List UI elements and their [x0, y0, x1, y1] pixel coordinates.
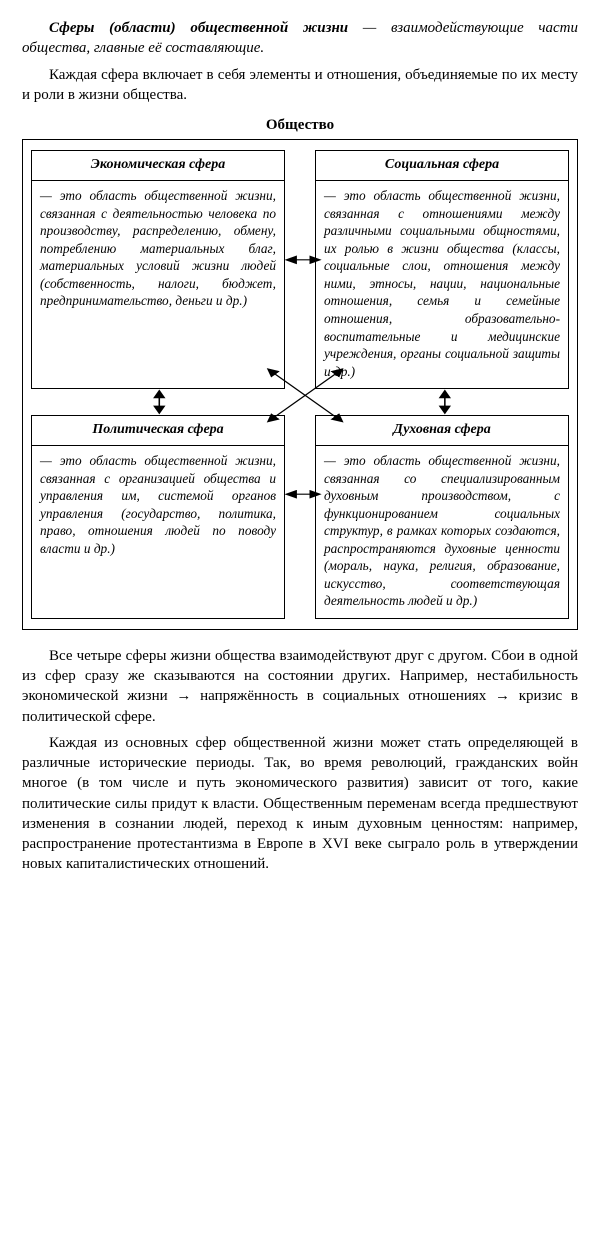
- sphere-political-title: Политическая сфера: [32, 416, 284, 446]
- sphere-political: Политическая сфера — это область обществ…: [31, 415, 285, 619]
- post-paragraph-1: Все четыре сферы жизни общества взаимоде…: [22, 646, 578, 727]
- intro-paragraph: Каждая сфера включает в себя элементы и …: [22, 65, 578, 106]
- diagram-container: Экономическая сфера — это область общест…: [22, 139, 578, 630]
- post-paragraph-2: Каждая из основных сфер общественной жиз…: [22, 733, 578, 875]
- sphere-political-body: — это область общественной жизни, связан…: [32, 446, 284, 565]
- sphere-economic-title: Экономическая сфера: [32, 151, 284, 181]
- definition-lead: Сферы (области) общественной жизни: [49, 20, 348, 36]
- definition-paragraph: Сферы (области) общественной жизни — вза…: [22, 18, 578, 59]
- post-text: Все четыре сферы жизни общества взаимоде…: [22, 646, 578, 875]
- sphere-spiritual: Духовная сфера — это область общественно…: [315, 415, 569, 619]
- spheres-grid: Экономическая сфера — это область общест…: [31, 150, 569, 619]
- sphere-social-body: — это область общественной жизни, связан…: [316, 181, 568, 388]
- diagram-title: Общество: [22, 115, 578, 135]
- sphere-economic-body: — это область общественной жизни, связан…: [32, 181, 284, 318]
- sphere-economic: Экономическая сфера — это область общест…: [31, 150, 285, 389]
- sphere-social-title: Социальная сфера: [316, 151, 568, 181]
- definition-dash: —: [348, 20, 391, 36]
- sphere-social: Социальная сфера — это область обществен…: [315, 150, 569, 389]
- sphere-spiritual-body: — это область общественной жизни, связан…: [316, 446, 568, 618]
- sphere-spiritual-title: Духовная сфера: [316, 416, 568, 446]
